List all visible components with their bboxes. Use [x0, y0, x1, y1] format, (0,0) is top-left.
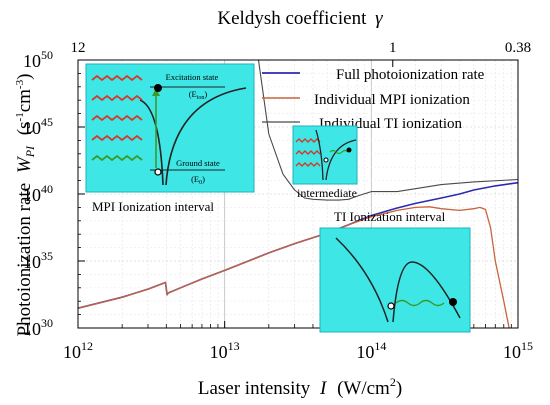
y-axis-unit-sup1: -1	[14, 112, 26, 121]
intermediate-inset-background	[292, 125, 358, 185]
mpi-arrow-head	[152, 88, 160, 96]
y-axis-unit-end: )	[14, 74, 35, 80]
y-tick-label: 1045	[23, 115, 53, 138]
intermediate-tunnel-wave	[329, 149, 349, 155]
x-axis-unit-end: )	[396, 378, 402, 399]
x-tick-label: 1012	[63, 339, 93, 362]
excitation-energy-label: (Eion)	[189, 89, 208, 101]
ti-inset-background	[319, 227, 471, 333]
x-axis-unit-sup: 2	[390, 375, 396, 389]
mpi-inset: Excitation state (Eion) Ground state (E0…	[85, 63, 255, 193]
top-axis-ticks: 12 1 0.38	[71, 40, 531, 67]
top-axis-label: Keldysh coefficient	[217, 8, 367, 29]
top-tick-label: 1	[389, 40, 397, 56]
intermediate-photon-wave-1	[295, 138, 321, 143]
top-tick-label: 12	[71, 40, 86, 56]
legend-label-full: Full photoionization rate	[336, 67, 485, 83]
y-axis-label: Photoionization rate	[14, 183, 35, 337]
ti-tunnel-wave	[395, 299, 445, 307]
intermediate-potential	[315, 129, 357, 181]
intermediate-hole	[323, 157, 329, 163]
y-tick-label: 1050	[23, 48, 53, 71]
x-tick-label: 1013	[210, 339, 240, 362]
axis-ticks: 1012 1013 1014 1015 1030 1035 1040 1045 1050	[23, 48, 533, 362]
ground-energy-label: (E0)	[191, 174, 205, 186]
top-tick-label: 0.38	[505, 40, 531, 56]
x-axis-label: Laser intensity	[198, 378, 311, 399]
ti-electron	[449, 298, 457, 306]
x-axis-title: Laser intensity I (W/cm2)	[198, 375, 402, 399]
series-line-mpi	[77, 206, 510, 329]
y-tick-label: 1030	[23, 316, 53, 339]
mpi-interval-label: MPI Ionization interval	[92, 199, 214, 214]
y-tick-label: 1040	[23, 182, 53, 205]
mpi-photon-wave-2	[91, 94, 143, 102]
intermediate-photon-wave-2	[295, 150, 321, 155]
ground-state-label: Ground state	[176, 158, 220, 168]
top-axis-symbol: γ	[375, 8, 383, 29]
y-axis-symbol-sub: PI	[23, 145, 37, 158]
mpi-photon-wave-5	[91, 154, 143, 162]
x-axis-unit: (W/cm	[337, 378, 390, 399]
excitation-state-label: Excitation state	[166, 72, 219, 82]
x-axis-symbol: I	[319, 378, 328, 399]
y-tick-label: 1035	[23, 249, 53, 272]
intermediate-inset	[292, 125, 358, 185]
y-axis-unit-mid: cm	[14, 89, 35, 112]
x-tick-label: 1014	[356, 339, 386, 362]
y-axis-title: Photoionization rate WPI (s-1cm-3)	[14, 74, 39, 337]
series-group	[77, 59, 519, 329]
mpi-photon-wave-4	[91, 134, 143, 142]
intermediate-electron	[346, 147, 352, 153]
intermediate-photon-wave-3	[295, 162, 321, 167]
ti-potential-well	[335, 237, 461, 323]
ti-interval-label: TI Ionization interval	[334, 209, 446, 224]
plot-frame	[77, 59, 519, 329]
legend-label-mpi: Individual MPI ionization	[314, 92, 470, 108]
mpi-photon-wave-3	[91, 114, 143, 122]
mpi-inset-background	[85, 63, 255, 193]
top-axis-title: Keldysh coefficient γ	[217, 8, 383, 29]
y-axis-symbol: W	[14, 155, 35, 173]
series-line-ti	[257, 59, 519, 201]
y-axis-unit: (s	[14, 121, 35, 135]
y-axis-unit-sup2: -3	[14, 79, 26, 89]
intermediate-label: intermediate	[297, 186, 357, 200]
ti-inset	[319, 227, 471, 333]
ti-hole	[387, 302, 395, 310]
excited-electron	[154, 84, 162, 92]
mpi-photon-wave-1	[91, 74, 143, 82]
x-tick-label: 1015	[503, 339, 533, 362]
ground-hole	[154, 168, 162, 176]
